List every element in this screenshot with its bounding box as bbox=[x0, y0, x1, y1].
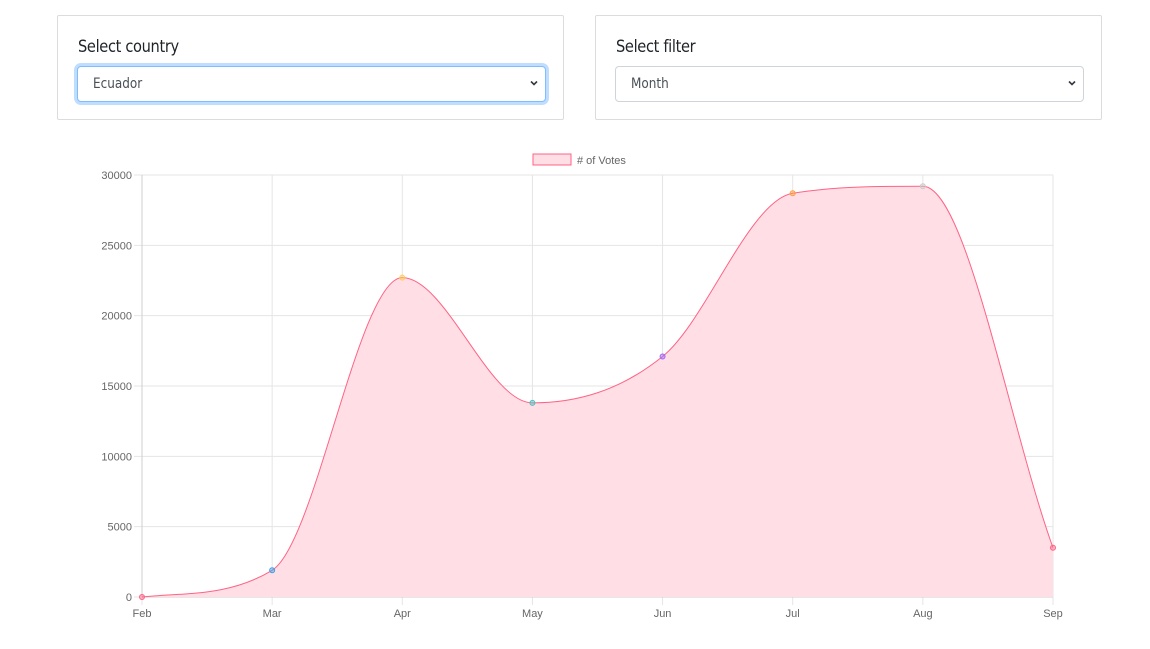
x-tick-label: Apr bbox=[394, 608, 411, 620]
country-label: Select country bbox=[78, 37, 179, 57]
x-tick-label: Feb bbox=[133, 608, 152, 620]
y-tick-label: 30000 bbox=[101, 170, 132, 182]
legend-label: # of Votes bbox=[577, 155, 626, 167]
data-point bbox=[269, 567, 276, 574]
x-tick-label: May bbox=[522, 608, 543, 620]
filter-label: Select filter bbox=[616, 37, 696, 57]
x-tick-label: Mar bbox=[263, 608, 282, 620]
x-tick-label: Jul bbox=[786, 608, 800, 620]
data-point bbox=[529, 399, 536, 406]
data-point bbox=[399, 274, 406, 281]
data-point bbox=[1050, 544, 1056, 551]
y-tick-label: 25000 bbox=[101, 240, 132, 252]
legend-swatch bbox=[532, 153, 572, 166]
data-point bbox=[919, 183, 926, 190]
x-tick-label: Aug bbox=[913, 608, 933, 620]
y-tick-label: 20000 bbox=[101, 311, 132, 323]
y-tick-label: 0 bbox=[126, 592, 132, 604]
y-tick-label: 15000 bbox=[101, 381, 132, 393]
votes-area-chart: 0 5000 10000 15000 20000 25000 30000 Feb Mar Apr M… bbox=[101, 153, 1063, 620]
filter-select-value: Month bbox=[631, 76, 669, 92]
data-point bbox=[139, 594, 145, 600]
series-area bbox=[142, 186, 1053, 597]
y-tick-label: 5000 bbox=[108, 522, 132, 534]
chevron-down-icon bbox=[530, 80, 538, 86]
filter-panel: Select filter Month bbox=[595, 15, 1102, 120]
data-point bbox=[789, 190, 796, 197]
data-point bbox=[659, 353, 666, 360]
x-tick-label: Jun bbox=[654, 608, 672, 620]
y-tick-label: 10000 bbox=[101, 451, 132, 463]
country-select-value: Ecuador bbox=[93, 76, 143, 92]
country-panel: Select country Ecuador bbox=[57, 15, 564, 120]
country-select[interactable]: Ecuador bbox=[77, 66, 546, 102]
filter-select[interactable]: Month bbox=[615, 66, 1084, 102]
chevron-down-icon bbox=[1068, 80, 1076, 86]
series-line bbox=[141, 185, 1054, 598]
x-tick-label: Sep bbox=[1043, 608, 1063, 620]
